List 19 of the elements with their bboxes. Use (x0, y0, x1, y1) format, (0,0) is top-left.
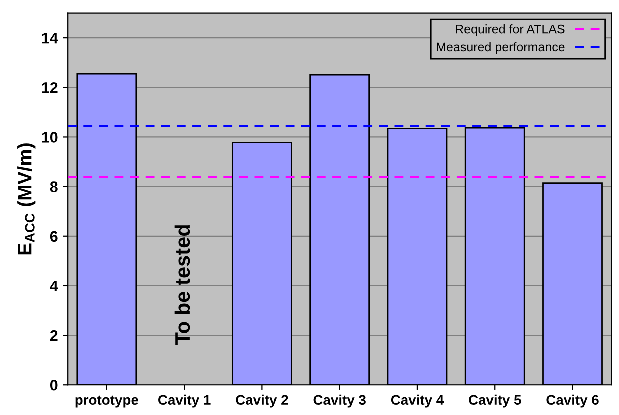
x-tick-label: Cavity 1 (158, 394, 211, 408)
y-tick-label: 14 (42, 33, 58, 44)
y-tick-label: 6 (50, 231, 58, 242)
y-tick-label: 12 (42, 82, 58, 94)
legend-label: Required for ATLAS (456, 24, 565, 36)
x-tick-label: Cavity 2 (236, 394, 288, 408)
y-tick-label: 10 (42, 132, 58, 143)
x-tick-label: Cavity 3 (314, 394, 366, 408)
x-tick-label: prototype (76, 396, 138, 408)
annotation: To be tested (174, 226, 190, 346)
x-tick-label: Cavity 5 (469, 394, 522, 408)
y-tick-label: 4 (50, 280, 58, 292)
x-tick-label: Cavity 4 (391, 394, 444, 408)
y-axis-title: E$_{ACC}$ (MV/m) (18, 144, 36, 255)
y-tick-label: 8 (50, 182, 58, 192)
x-tick-label: Cavity 6 (546, 394, 599, 408)
y-tick-label: 2 (50, 330, 58, 342)
legend-label: Measured performance (437, 42, 565, 54)
y-tick-label: 0 (50, 380, 58, 391)
